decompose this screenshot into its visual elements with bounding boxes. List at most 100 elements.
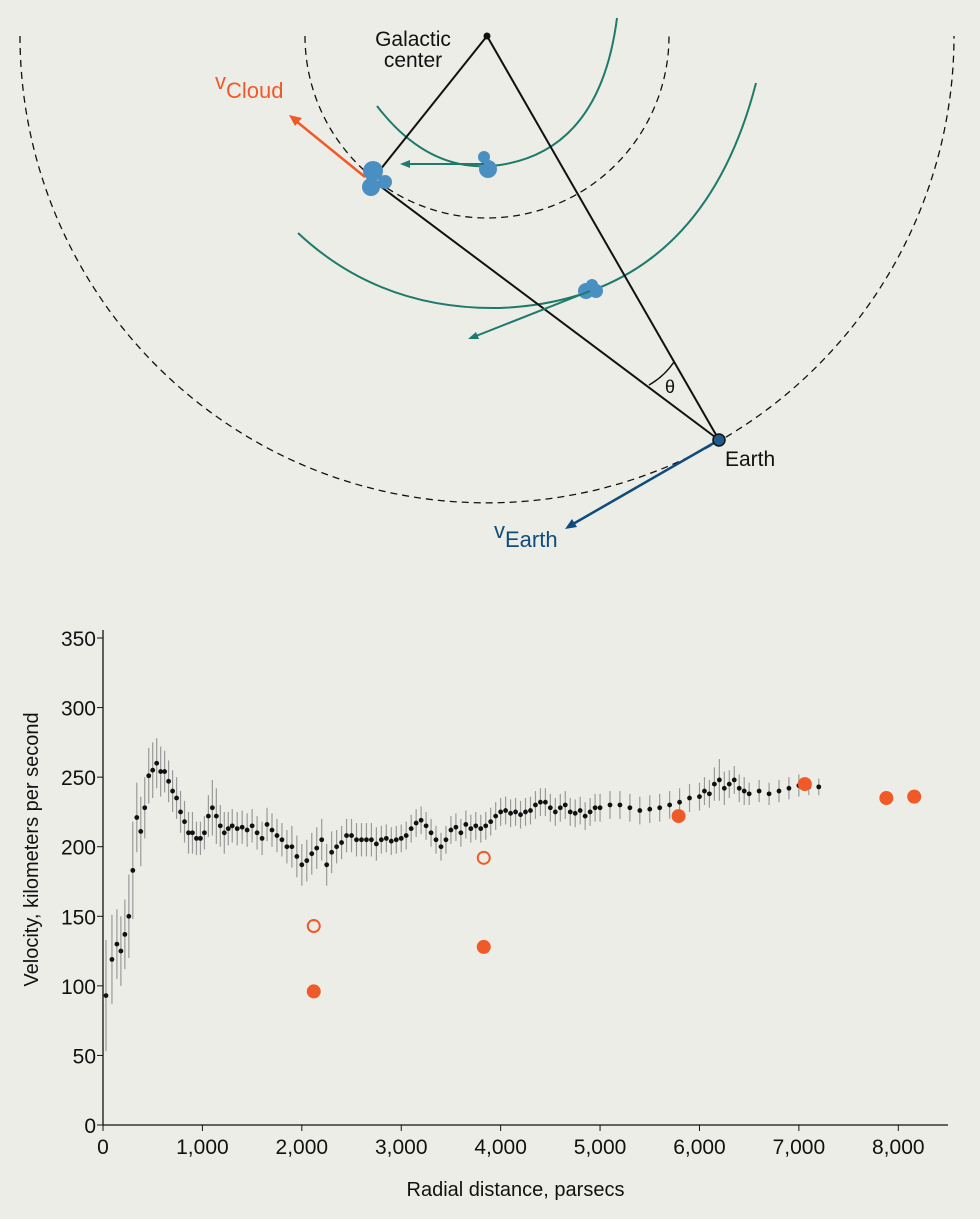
y-tick-label: 250 — [61, 767, 96, 790]
data-point — [476, 939, 491, 954]
data-point — [122, 931, 128, 937]
y-axis-label: Velocity, kilometers per second — [21, 712, 43, 986]
data-point — [130, 867, 136, 873]
data-point — [637, 808, 643, 813]
data-point — [178, 809, 183, 815]
data-point — [647, 806, 653, 812]
data-point — [369, 837, 374, 843]
data-point — [349, 833, 354, 838]
data-point — [577, 808, 583, 813]
arrow — [295, 120, 366, 178]
y-tick-label: 200 — [61, 837, 96, 860]
earth-point — [712, 433, 726, 447]
data-point — [711, 781, 717, 787]
data-point — [797, 777, 812, 792]
data-point — [453, 824, 459, 830]
data-point — [234, 826, 240, 832]
data-point — [383, 835, 389, 841]
data-point — [299, 862, 305, 868]
data-point — [443, 837, 449, 843]
data-point — [731, 777, 737, 783]
data-point — [786, 785, 792, 791]
data-point — [473, 823, 479, 829]
data-point — [493, 813, 499, 819]
data-point — [344, 833, 349, 838]
data-point — [269, 827, 275, 833]
data-point — [448, 827, 454, 833]
label: v — [215, 69, 226, 94]
data-point — [547, 805, 553, 811]
clouds — [362, 151, 603, 299]
data-point — [562, 802, 568, 808]
data-point — [364, 837, 369, 843]
x-tick-label: 8,000 — [872, 1136, 925, 1159]
data-point — [533, 802, 538, 808]
y-tick-label: 50 — [73, 1045, 96, 1068]
data-point — [309, 851, 315, 857]
data-point — [221, 830, 227, 836]
data-point — [306, 919, 321, 934]
data-point — [552, 809, 558, 815]
data-point — [413, 820, 419, 826]
x-tick-label: 4,000 — [474, 1136, 527, 1159]
data-point — [458, 830, 464, 836]
data-point — [657, 805, 663, 811]
data-point — [259, 835, 265, 841]
data-point — [213, 813, 219, 819]
data-point — [138, 829, 144, 834]
line — [371, 35, 488, 181]
label: Earth — [725, 448, 775, 471]
data-point — [756, 788, 762, 794]
label: Earth — [505, 527, 558, 552]
data-point — [339, 840, 344, 845]
data-point — [162, 769, 168, 774]
arrow — [572, 438, 720, 526]
data-point — [190, 830, 195, 836]
data-point — [388, 838, 394, 844]
data-point — [209, 805, 215, 811]
data-point — [816, 784, 822, 790]
angle-arc — [648, 361, 675, 386]
data-point — [408, 826, 414, 832]
label: vCloud — [215, 69, 283, 103]
data-point — [687, 795, 692, 801]
data-point — [142, 805, 148, 811]
data-point — [518, 812, 523, 818]
data-point — [766, 791, 772, 797]
data-point — [359, 837, 364, 843]
data-point — [418, 817, 424, 823]
data-point — [244, 827, 250, 833]
x-tick-label: 7,000 — [773, 1136, 826, 1159]
data-point — [488, 819, 494, 825]
data-point — [334, 844, 340, 850]
data-point — [557, 805, 563, 811]
data-point — [103, 993, 109, 998]
data-point — [284, 844, 290, 850]
arrow — [475, 290, 591, 337]
data-point — [716, 777, 722, 783]
data-point — [146, 773, 152, 779]
x-tick-label: 0 — [97, 1136, 109, 1159]
data-point — [154, 760, 160, 766]
chart: 0 50 100 150 200 250 300 350 0 1,000 2,000 3,000 4,0… — [21, 628, 948, 1201]
data-point — [702, 788, 707, 794]
data-point — [166, 778, 172, 784]
data-point — [225, 826, 231, 832]
rotation-arc — [297, 82, 757, 310]
data-point — [503, 808, 509, 813]
data-point — [202, 830, 207, 836]
data-point — [567, 809, 573, 815]
data-point — [126, 913, 132, 919]
data-point — [134, 815, 140, 820]
data-point — [478, 826, 484, 832]
label: v — [494, 518, 505, 543]
data-point — [289, 844, 295, 850]
rotation-arc — [376, 17, 618, 168]
y-tick-label: 100 — [61, 976, 96, 999]
data-point — [627, 805, 633, 811]
cloud-orbit — [304, 35, 670, 219]
galactic-center — [483, 32, 491, 40]
data-point — [329, 849, 335, 855]
